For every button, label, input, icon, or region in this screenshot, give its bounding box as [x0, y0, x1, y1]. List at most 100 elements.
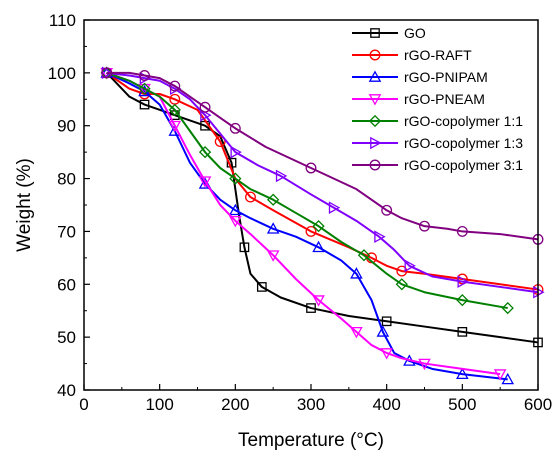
legend-label: rGO-copolymer 1:1 — [404, 113, 523, 129]
data-point — [376, 325, 390, 337]
x-tick-label: 600 — [524, 395, 552, 414]
legend-marker — [368, 94, 382, 106]
legend-label: rGO-PNEAM — [404, 91, 485, 107]
data-point — [381, 204, 393, 216]
legend-marker — [369, 159, 381, 171]
data-point — [239, 242, 250, 253]
plot-area — [100, 66, 545, 385]
data-point — [229, 216, 242, 228]
legend-marker — [368, 114, 382, 128]
legend-entry: GO — [352, 25, 426, 41]
data-point — [138, 82, 151, 95]
legend-entry: rGO-copolymer 1:1 — [352, 113, 523, 129]
x-tick-labels: 0 100 200 300 400 500 600 — [79, 395, 552, 414]
data-point — [404, 259, 416, 273]
legend: GO rGO-RAFT rGO-PNIPAM rGO-PNEAM rGO-copolym… — [352, 25, 523, 173]
data-point — [266, 250, 280, 262]
data-point — [139, 99, 150, 110]
data-point — [230, 145, 242, 159]
data-point — [139, 70, 150, 81]
data-point — [456, 225, 468, 237]
data-point — [229, 122, 241, 134]
legend-entry: rGO-RAFT — [352, 47, 472, 63]
legend-marker — [369, 49, 381, 61]
y-tick-label: 40 — [57, 381, 76, 400]
legend-entry: rGO-PNIPAM — [352, 69, 488, 85]
series-line — [106, 71, 539, 241]
legend-marker — [368, 70, 382, 82]
x-tick-label: 400 — [372, 395, 400, 414]
data-point — [198, 146, 212, 159]
data-point — [374, 230, 386, 244]
y-axis-title: Weight (%) — [14, 158, 35, 252]
legend-marker — [370, 28, 380, 38]
data-point — [229, 203, 242, 216]
x-tick-label: 200 — [221, 395, 249, 414]
legend-label: rGO-PNIPAM — [404, 69, 488, 85]
legend-label: GO — [404, 25, 426, 41]
data-point — [418, 358, 431, 371]
legend-marker — [370, 136, 382, 150]
data-point — [245, 191, 256, 203]
plot-frame — [83, 19, 539, 391]
x-tick-label: 0 — [79, 395, 88, 414]
x-tick-label: 100 — [145, 395, 173, 414]
data-point — [305, 225, 317, 237]
data-point — [419, 220, 430, 232]
y-tick-labels: 40 50 60 70 80 90 100 110 — [48, 11, 76, 400]
data-point — [501, 301, 514, 315]
y-tick-label: 70 — [57, 222, 76, 241]
data-point — [101, 67, 113, 79]
x-tick-label: 300 — [297, 395, 325, 414]
data-point — [396, 265, 408, 277]
data-point — [501, 372, 515, 385]
data-point — [456, 294, 469, 307]
series-line — [106, 71, 501, 376]
series-line — [106, 71, 508, 310]
legend-entry: rGO-copolymer 1:3 — [352, 135, 523, 151]
legend-entry: rGO-PNEAM — [352, 91, 485, 107]
data-point — [312, 240, 325, 253]
y-tick-label: 90 — [57, 117, 76, 136]
data-point — [275, 169, 288, 183]
data-point — [198, 176, 212, 188]
data-point — [381, 316, 392, 327]
data-point — [457, 275, 469, 288]
data-point — [312, 220, 325, 233]
legend-label: rGO-RAFT — [404, 47, 472, 63]
data-point — [380, 348, 393, 360]
data-point — [256, 282, 267, 292]
x-tick-label: 500 — [448, 395, 476, 414]
legend-label: rGO-copolymer 1:3 — [404, 135, 523, 151]
data-point — [357, 249, 371, 262]
data-point — [267, 193, 280, 206]
series-rgo-copolymer-3-1 — [101, 67, 544, 245]
data-point — [328, 201, 341, 214]
data-point — [266, 222, 280, 234]
y-tick-label: 110 — [49, 11, 76, 30]
data-point — [350, 267, 363, 279]
legend-label: rGO-copolymer 3:1 — [404, 157, 523, 173]
data-point — [199, 101, 211, 113]
y-tick-label: 50 — [57, 328, 76, 347]
series-go — [101, 68, 543, 348]
data-point — [457, 327, 468, 337]
y-tick-label: 80 — [57, 170, 76, 189]
data-point — [493, 369, 507, 381]
data-point — [198, 177, 212, 189]
data-point — [168, 120, 182, 133]
data-point — [350, 327, 363, 339]
data-point — [395, 278, 408, 291]
series-rgo-copolymer-1-1 — [100, 66, 514, 315]
data-point — [456, 367, 469, 379]
data-point — [312, 295, 325, 307]
data-point — [306, 303, 316, 313]
x-axis-title: Temperature (°C) — [238, 430, 384, 451]
y-tick-label: 60 — [57, 275, 76, 294]
data-point — [229, 172, 242, 185]
data-point — [214, 136, 226, 148]
data-point — [169, 80, 181, 92]
legend-entry: rGO-copolymer 3:1 — [352, 157, 523, 173]
y-tick-label: 100 — [48, 64, 76, 83]
